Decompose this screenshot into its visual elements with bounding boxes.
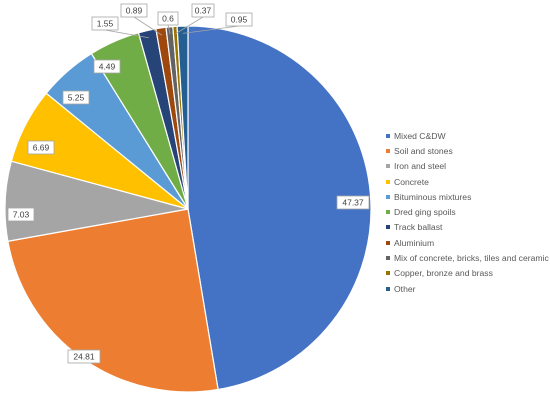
legend-swatch	[386, 225, 390, 230]
data-label-text: 5.25	[68, 93, 85, 103]
data-label: 0.95	[182, 12, 253, 34]
leader-line	[175, 16, 204, 35]
data-label: 0.6	[157, 11, 179, 35]
legend-item: Dred ging spoils	[386, 204, 550, 219]
data-label-box	[157, 11, 179, 26]
data-label-text: 0.37	[195, 6, 212, 16]
legend-label: Aluminium	[394, 237, 435, 248]
data-label: 24.81	[67, 349, 101, 364]
data-label-text: 24.81	[73, 352, 95, 362]
legend-swatch	[386, 210, 390, 215]
leader-line	[133, 16, 163, 36]
leader-line	[104, 29, 149, 39]
data-label-box	[91, 16, 119, 31]
legend-label: Soil and stones	[394, 145, 453, 156]
legend-label: Bituminous mixtures	[394, 191, 472, 202]
legend-label: Track ballast	[394, 222, 443, 233]
legend-label: Iron and steel	[394, 161, 447, 172]
data-label: 47.37	[336, 195, 370, 210]
legend-swatch	[386, 194, 390, 199]
pie-slice	[187, 25, 372, 391]
data-label: 0.37	[175, 3, 215, 35]
data-label: 1.55	[91, 16, 149, 39]
data-label-box	[93, 59, 121, 74]
legend-item: Bituminous mixtures	[386, 189, 550, 204]
legend-label: Dred ging spoils	[394, 207, 456, 218]
leader-line	[182, 25, 240, 34]
pie-slices	[4, 25, 372, 393]
legend-swatch	[386, 148, 390, 153]
legend-swatch	[386, 179, 390, 184]
legend-swatch	[386, 271, 390, 276]
data-label-text: 47.37	[342, 198, 364, 208]
legend-swatch	[386, 286, 390, 291]
data-label: 0.89	[120, 3, 163, 36]
data-label-box	[225, 12, 253, 27]
legend-item: Mix of concrete, bricks, tiles and ceram…	[386, 250, 550, 265]
leader-line	[167, 24, 171, 35]
legend-swatch	[386, 164, 390, 169]
data-label-callouts: 47.37 24.81 7.03 6.69 5.25 4.49 1.55 0.89 0.6 0.3…	[7, 3, 370, 364]
data-label-text: 7.03	[13, 210, 30, 220]
data-label-text: 4.49	[99, 62, 116, 72]
data-label: 6.69	[27, 140, 55, 155]
data-label-box	[7, 207, 35, 222]
pie-slice	[7, 208, 219, 393]
data-label-text: 0.6	[162, 14, 174, 24]
data-label-text: 6.69	[33, 143, 50, 153]
legend-label: Mixed C&DW	[394, 130, 446, 141]
data-label-text: 0.89	[126, 6, 143, 16]
data-label-box	[67, 349, 101, 364]
legend-item: Other	[386, 281, 550, 296]
legend-item: Iron and steel	[386, 159, 550, 174]
data-label-box	[336, 195, 370, 210]
data-label-text: 0.95	[231, 15, 248, 25]
legend-swatch	[386, 240, 390, 245]
legend-swatch	[386, 133, 390, 138]
chart-legend: Mixed C&DW Soil and stones Iron and steel C…	[386, 128, 550, 296]
legend-item: Concrete	[386, 174, 550, 189]
legend-label: Other	[394, 283, 416, 294]
legend-label: Concrete	[394, 176, 429, 187]
legend-item: Track ballast	[386, 220, 550, 235]
legend-swatch	[386, 256, 390, 261]
data-label: 5.25	[62, 90, 90, 105]
data-label-text: 1.55	[97, 19, 114, 29]
data-label: 4.49	[93, 59, 121, 74]
legend-item: Aluminium	[386, 235, 550, 250]
data-label-box	[120, 3, 148, 18]
data-label-box	[191, 3, 215, 18]
data-label-box	[27, 140, 55, 155]
legend-item: Soil and stones	[386, 143, 550, 158]
legend-item: Copper, bronze and brass	[386, 266, 550, 281]
data-label: 7.03	[7, 207, 35, 222]
legend-label: Mix of concrete, bricks, tiles and ceram…	[394, 253, 549, 264]
legend-label: Copper, bronze and brass	[394, 268, 493, 279]
data-label-box	[62, 90, 90, 105]
legend-item: Mixed C&DW	[386, 128, 550, 143]
